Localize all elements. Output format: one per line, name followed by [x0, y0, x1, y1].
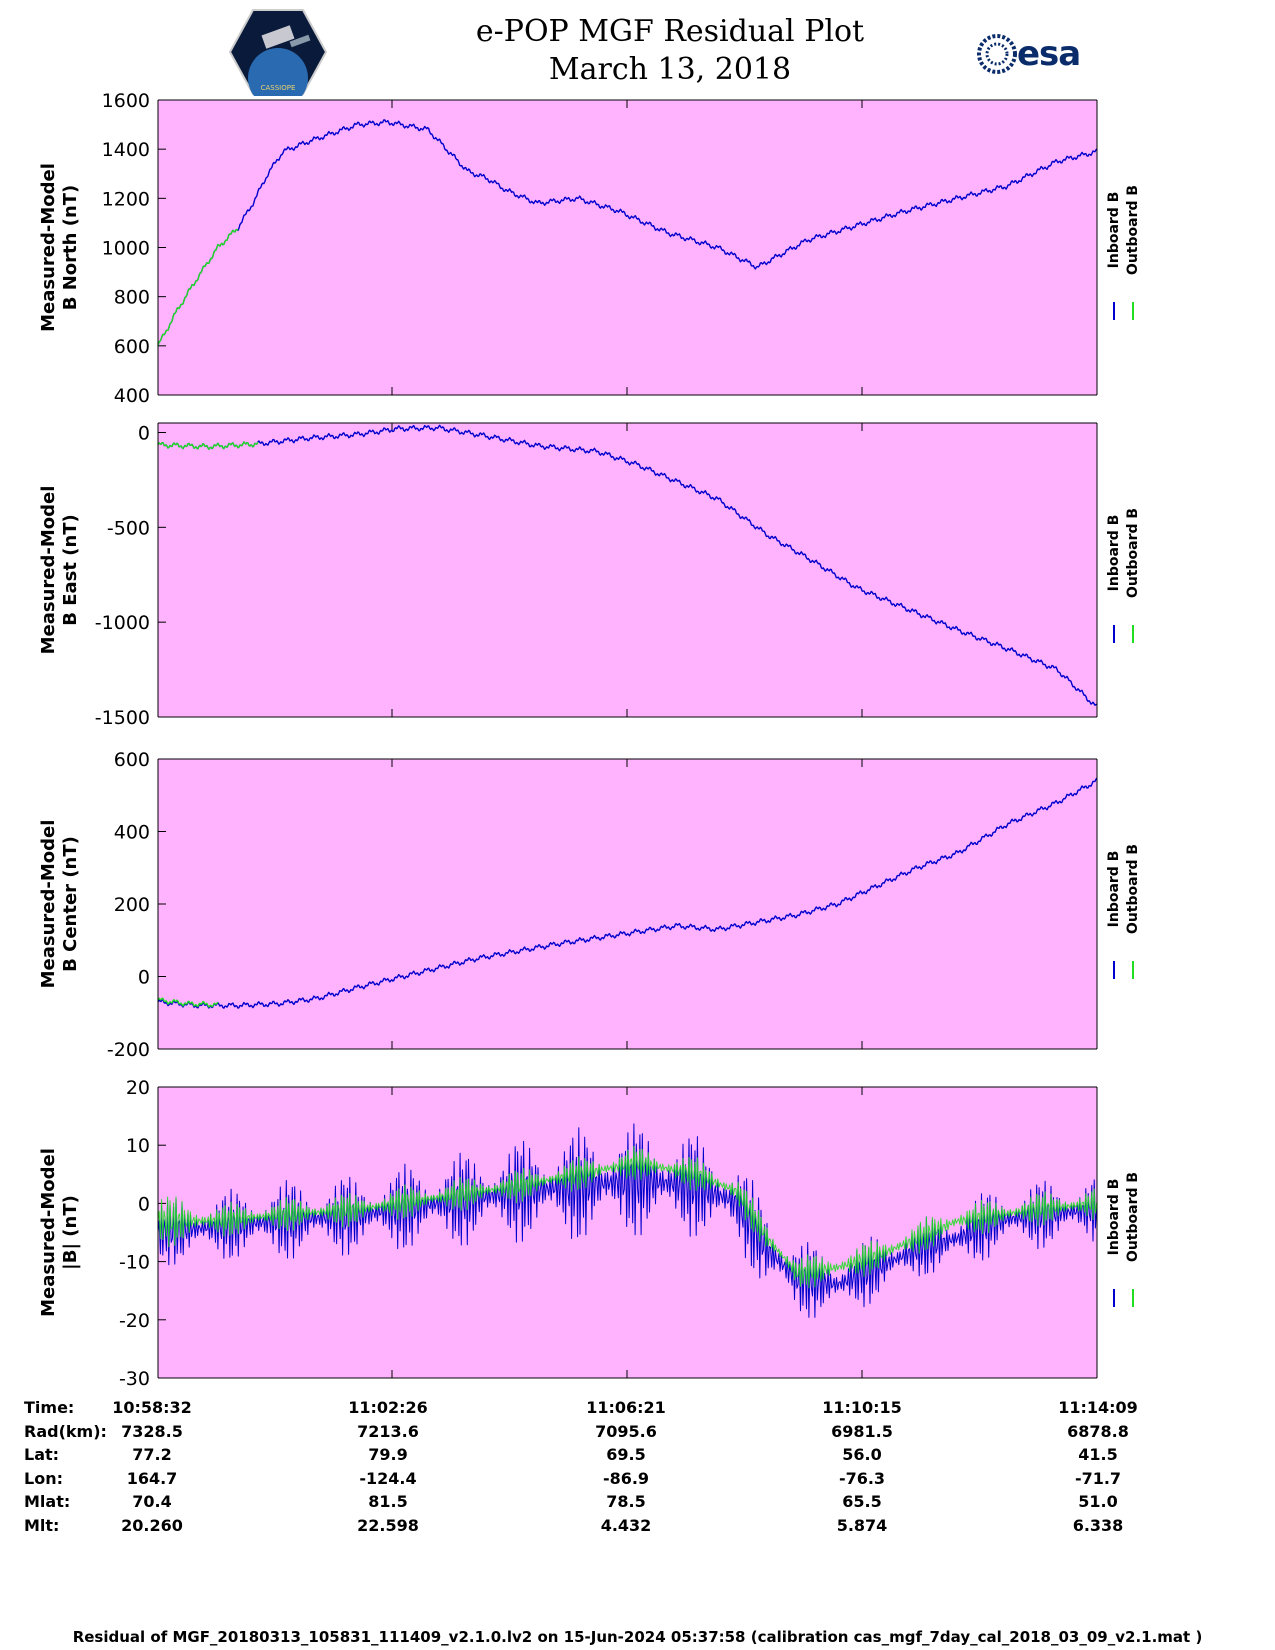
y-tick-label: -30	[119, 1368, 150, 1390]
info-cell: 41.5	[1078, 1445, 1118, 1464]
series-outboard-b	[157, 997, 219, 1008]
y-tick-label: 400	[114, 822, 150, 844]
info-cell: 7095.6	[595, 1421, 657, 1441]
info-cell: 56.0	[842, 1445, 882, 1464]
info-cell: 4.432	[600, 1515, 652, 1535]
y-tick-label: -1500	[95, 707, 150, 729]
y-tick-label: 0	[138, 422, 150, 444]
y-tick-label: 0	[138, 967, 150, 989]
y-axis-label: Measured-Model	[38, 820, 59, 989]
info-row-label: Mlat:	[24, 1492, 71, 1511]
y-tick-label: -20	[119, 1310, 150, 1332]
info-cell: -71.7	[1074, 1468, 1122, 1488]
y-axis-label: |B| (nT)	[60, 1195, 81, 1270]
y-tick-label: 1400	[102, 139, 150, 161]
legend-label-outboard: Outboard B	[1125, 844, 1141, 934]
y-axis-label: B North (nT)	[60, 185, 81, 311]
info-row-label: Lon:	[24, 1468, 63, 1488]
esa-logo-text: esa	[1017, 34, 1081, 74]
y-tick-label: 1200	[102, 188, 150, 210]
info-cell: 10:58:32	[112, 1398, 192, 1417]
info-row-label: Mlt:	[24, 1515, 60, 1535]
y-axis-label: B East (nT)	[60, 514, 81, 626]
y-axis-label: Measured-Model	[38, 1148, 59, 1317]
legend-label-inboard: Inboard B	[1106, 851, 1122, 928]
panel-4: -30 -20 -10 0 10 20 Measured-Model |B| (nT) Inbo…	[38, 1077, 1141, 1390]
y-axis-label: B Center (nT)	[60, 836, 81, 972]
series-outboard-b	[157, 441, 259, 450]
info-row-label: Rad(km):	[24, 1421, 107, 1441]
esa-logo: esa	[975, 32, 1095, 76]
info-cell: 6.338	[1072, 1515, 1124, 1535]
legend-label-outboard: Outboard B	[1125, 185, 1141, 275]
series-outboard-b	[157, 228, 239, 346]
y-tick-label: 20	[126, 1077, 150, 1099]
y-axis-label: Measured-Model	[38, 486, 59, 655]
y-tick-label: 600	[114, 749, 150, 771]
info-cell: 20.260	[121, 1515, 183, 1535]
y-tick-label: 400	[114, 385, 150, 407]
y-axis-label: Measured-Model	[38, 163, 59, 332]
y-tick-label: 600	[114, 336, 150, 358]
info-cell: -124.4	[359, 1468, 417, 1488]
y-tick-label: 200	[114, 894, 150, 916]
y-tick-label: 1600	[102, 90, 150, 112]
info-cell: 69.5	[606, 1445, 646, 1464]
info-cell: 78.5	[606, 1492, 646, 1511]
info-cell: 79.9	[368, 1445, 408, 1464]
series-inboard-b	[157, 424, 1098, 706]
info-cell: 81.5	[368, 1492, 408, 1511]
info-cell: 164.7	[126, 1468, 178, 1488]
legend-label-inboard: Inboard B	[1106, 1179, 1122, 1256]
info-cell: 5.874	[836, 1515, 888, 1535]
legend-label-inboard: Inboard B	[1106, 515, 1122, 592]
info-cell: 6878.8	[1067, 1421, 1129, 1441]
info-cell: 11:06:21	[586, 1398, 666, 1417]
series-inboard-b	[157, 1123, 1098, 1318]
y-tick-label: 10	[126, 1135, 150, 1157]
info-cell: 6981.5	[831, 1421, 893, 1441]
info-cell: 7328.5	[121, 1421, 183, 1441]
info-cell: -86.9	[602, 1468, 650, 1488]
cassiope-logo: CASSIOPE	[228, 8, 328, 108]
plot-title: e-POP MGF Residual Plot	[475, 14, 865, 49]
legend-label-outboard: Outboard B	[1125, 1172, 1141, 1262]
y-tick-label: -1000	[95, 612, 150, 634]
info-cell: 70.4	[132, 1492, 172, 1511]
panel-2: -1500 -1000 -500 0 Measured-Model B East (nT)…	[38, 422, 1141, 729]
info-cell: 7213.6	[357, 1421, 419, 1441]
y-tick-label: 1000	[102, 238, 150, 260]
y-tick-label: -10	[119, 1252, 150, 1274]
info-cell: 65.5	[842, 1492, 882, 1511]
info-cell: -76.3	[838, 1468, 886, 1488]
y-tick-label: 800	[114, 287, 150, 309]
plot-background	[158, 759, 1097, 1049]
series-inboard-b	[157, 119, 1098, 346]
info-row-label: Lat:	[24, 1445, 60, 1464]
info-cell: 11:02:26	[348, 1398, 428, 1417]
info-cell: 77.2	[132, 1445, 172, 1464]
y-tick-label: 0	[138, 1193, 150, 1215]
plot-date: March 13, 2018	[548, 52, 792, 87]
plot-background	[158, 100, 1097, 395]
cassiope-logo-text: CASSIOPE	[261, 84, 296, 92]
info-cell: 11:14:09	[1058, 1398, 1138, 1417]
info-cell: 51.0	[1078, 1492, 1118, 1511]
legend-label-inboard: Inboard B	[1106, 192, 1122, 269]
info-row-label: Time:	[24, 1398, 75, 1417]
series-inboard-b	[157, 777, 1098, 1009]
plot-background	[158, 423, 1097, 717]
y-tick-label: -200	[107, 1039, 150, 1061]
footer-caption: Residual of MGF_20180313_105831_111409_v…	[72, 1628, 1203, 1646]
panel-1: 400 600 800 1000 1200 1400 1600 Measured-Model B…	[38, 90, 1141, 407]
panel-3: -200 0 200 400 600 Measured-Model B Center (nT…	[38, 749, 1141, 1061]
y-tick-label: -500	[107, 517, 150, 539]
info-cell: 11:10:15	[822, 1398, 902, 1417]
info-cell: 22.598	[357, 1515, 419, 1535]
legend-label-outboard: Outboard B	[1125, 508, 1141, 598]
series-outboard-b	[157, 1145, 1098, 1289]
